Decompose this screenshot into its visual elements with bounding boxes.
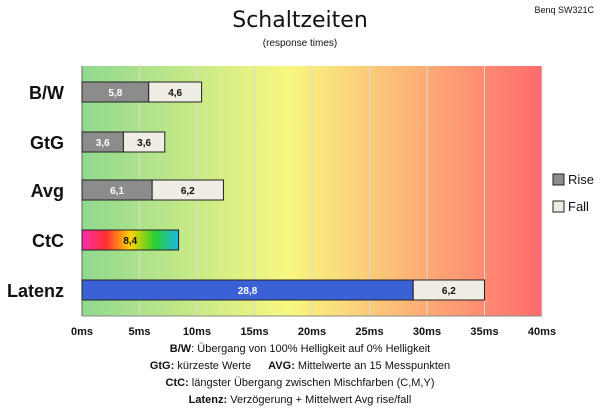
footnote-line: Latenz: Verzögerung + Mittelwert Avg ris… xyxy=(189,394,412,406)
bar-fall-label: 6,2 xyxy=(442,286,456,297)
legend-swatch xyxy=(552,200,565,213)
bar-rise-label: 5,8 xyxy=(108,88,122,99)
bar-rise-label: 6,1 xyxy=(110,186,124,197)
bar-rise-label: 3,6 xyxy=(96,138,110,149)
x-tick-label: 30ms xyxy=(413,326,441,338)
bar-fall-label: 4,6 xyxy=(168,88,182,99)
category-labels: B/W GtG Avg CtC Latenz xyxy=(7,83,64,301)
legend-swatch xyxy=(552,173,565,186)
legend-label: Fall xyxy=(568,199,589,214)
chart-title: Schaltzeiten xyxy=(232,8,368,33)
legend: Rise Fall xyxy=(552,172,594,214)
footnote-line: CtC: längster Übergang zwischen Mischfar… xyxy=(166,377,435,389)
bar-rise xyxy=(81,229,180,251)
category-label: GtG xyxy=(30,133,64,153)
x-tick-label: 15ms xyxy=(240,326,268,338)
bar-fall xyxy=(148,81,203,103)
x-tick-label: 5ms xyxy=(128,326,150,338)
x-tick-label: 0ms xyxy=(71,326,93,338)
x-tick-label: 40ms xyxy=(528,326,556,338)
footnote-line: GtG: kürzeste Werte AVG: Mittelwerte an … xyxy=(150,360,450,372)
category-label: Avg xyxy=(31,181,64,201)
legend-label: Rise xyxy=(568,172,594,187)
x-tick-label: 25ms xyxy=(355,326,383,338)
category-label: B/W xyxy=(29,83,64,103)
x-tick-label: 20ms xyxy=(298,326,326,338)
chart-subtitle: (response times) xyxy=(263,38,337,49)
x-tick-label: 35ms xyxy=(470,326,498,338)
bar-rise-label: 28,8 xyxy=(238,286,258,297)
bar-fall xyxy=(122,131,166,153)
footnote-line: B/W: Übergang von 100% Helligkeit auf 0%… xyxy=(170,343,430,355)
x-tick-label: 10ms xyxy=(183,326,211,338)
bar-fall xyxy=(151,179,224,201)
category-label: Latenz xyxy=(7,281,64,301)
x-axis-ticks: 0ms 5ms 10ms 15ms 20ms 25ms 30ms 35ms 40ms xyxy=(71,326,556,338)
category-label: CtC xyxy=(32,231,64,251)
bar-fall xyxy=(412,279,486,301)
bar-fall-label: 3,6 xyxy=(137,138,151,149)
bars: 5,8 4,6 3,6 3,6 6,1 6,2 8,4 28,8 6,2 xyxy=(81,81,486,301)
bar-fall-label: 6,2 xyxy=(181,186,195,197)
monitor-model-label: Benq SW321C xyxy=(534,5,594,15)
bar-rise-label: 8,4 xyxy=(123,236,137,247)
footnotes: B/W: Übergang von 100% Helligkeit auf 0%… xyxy=(150,343,450,406)
